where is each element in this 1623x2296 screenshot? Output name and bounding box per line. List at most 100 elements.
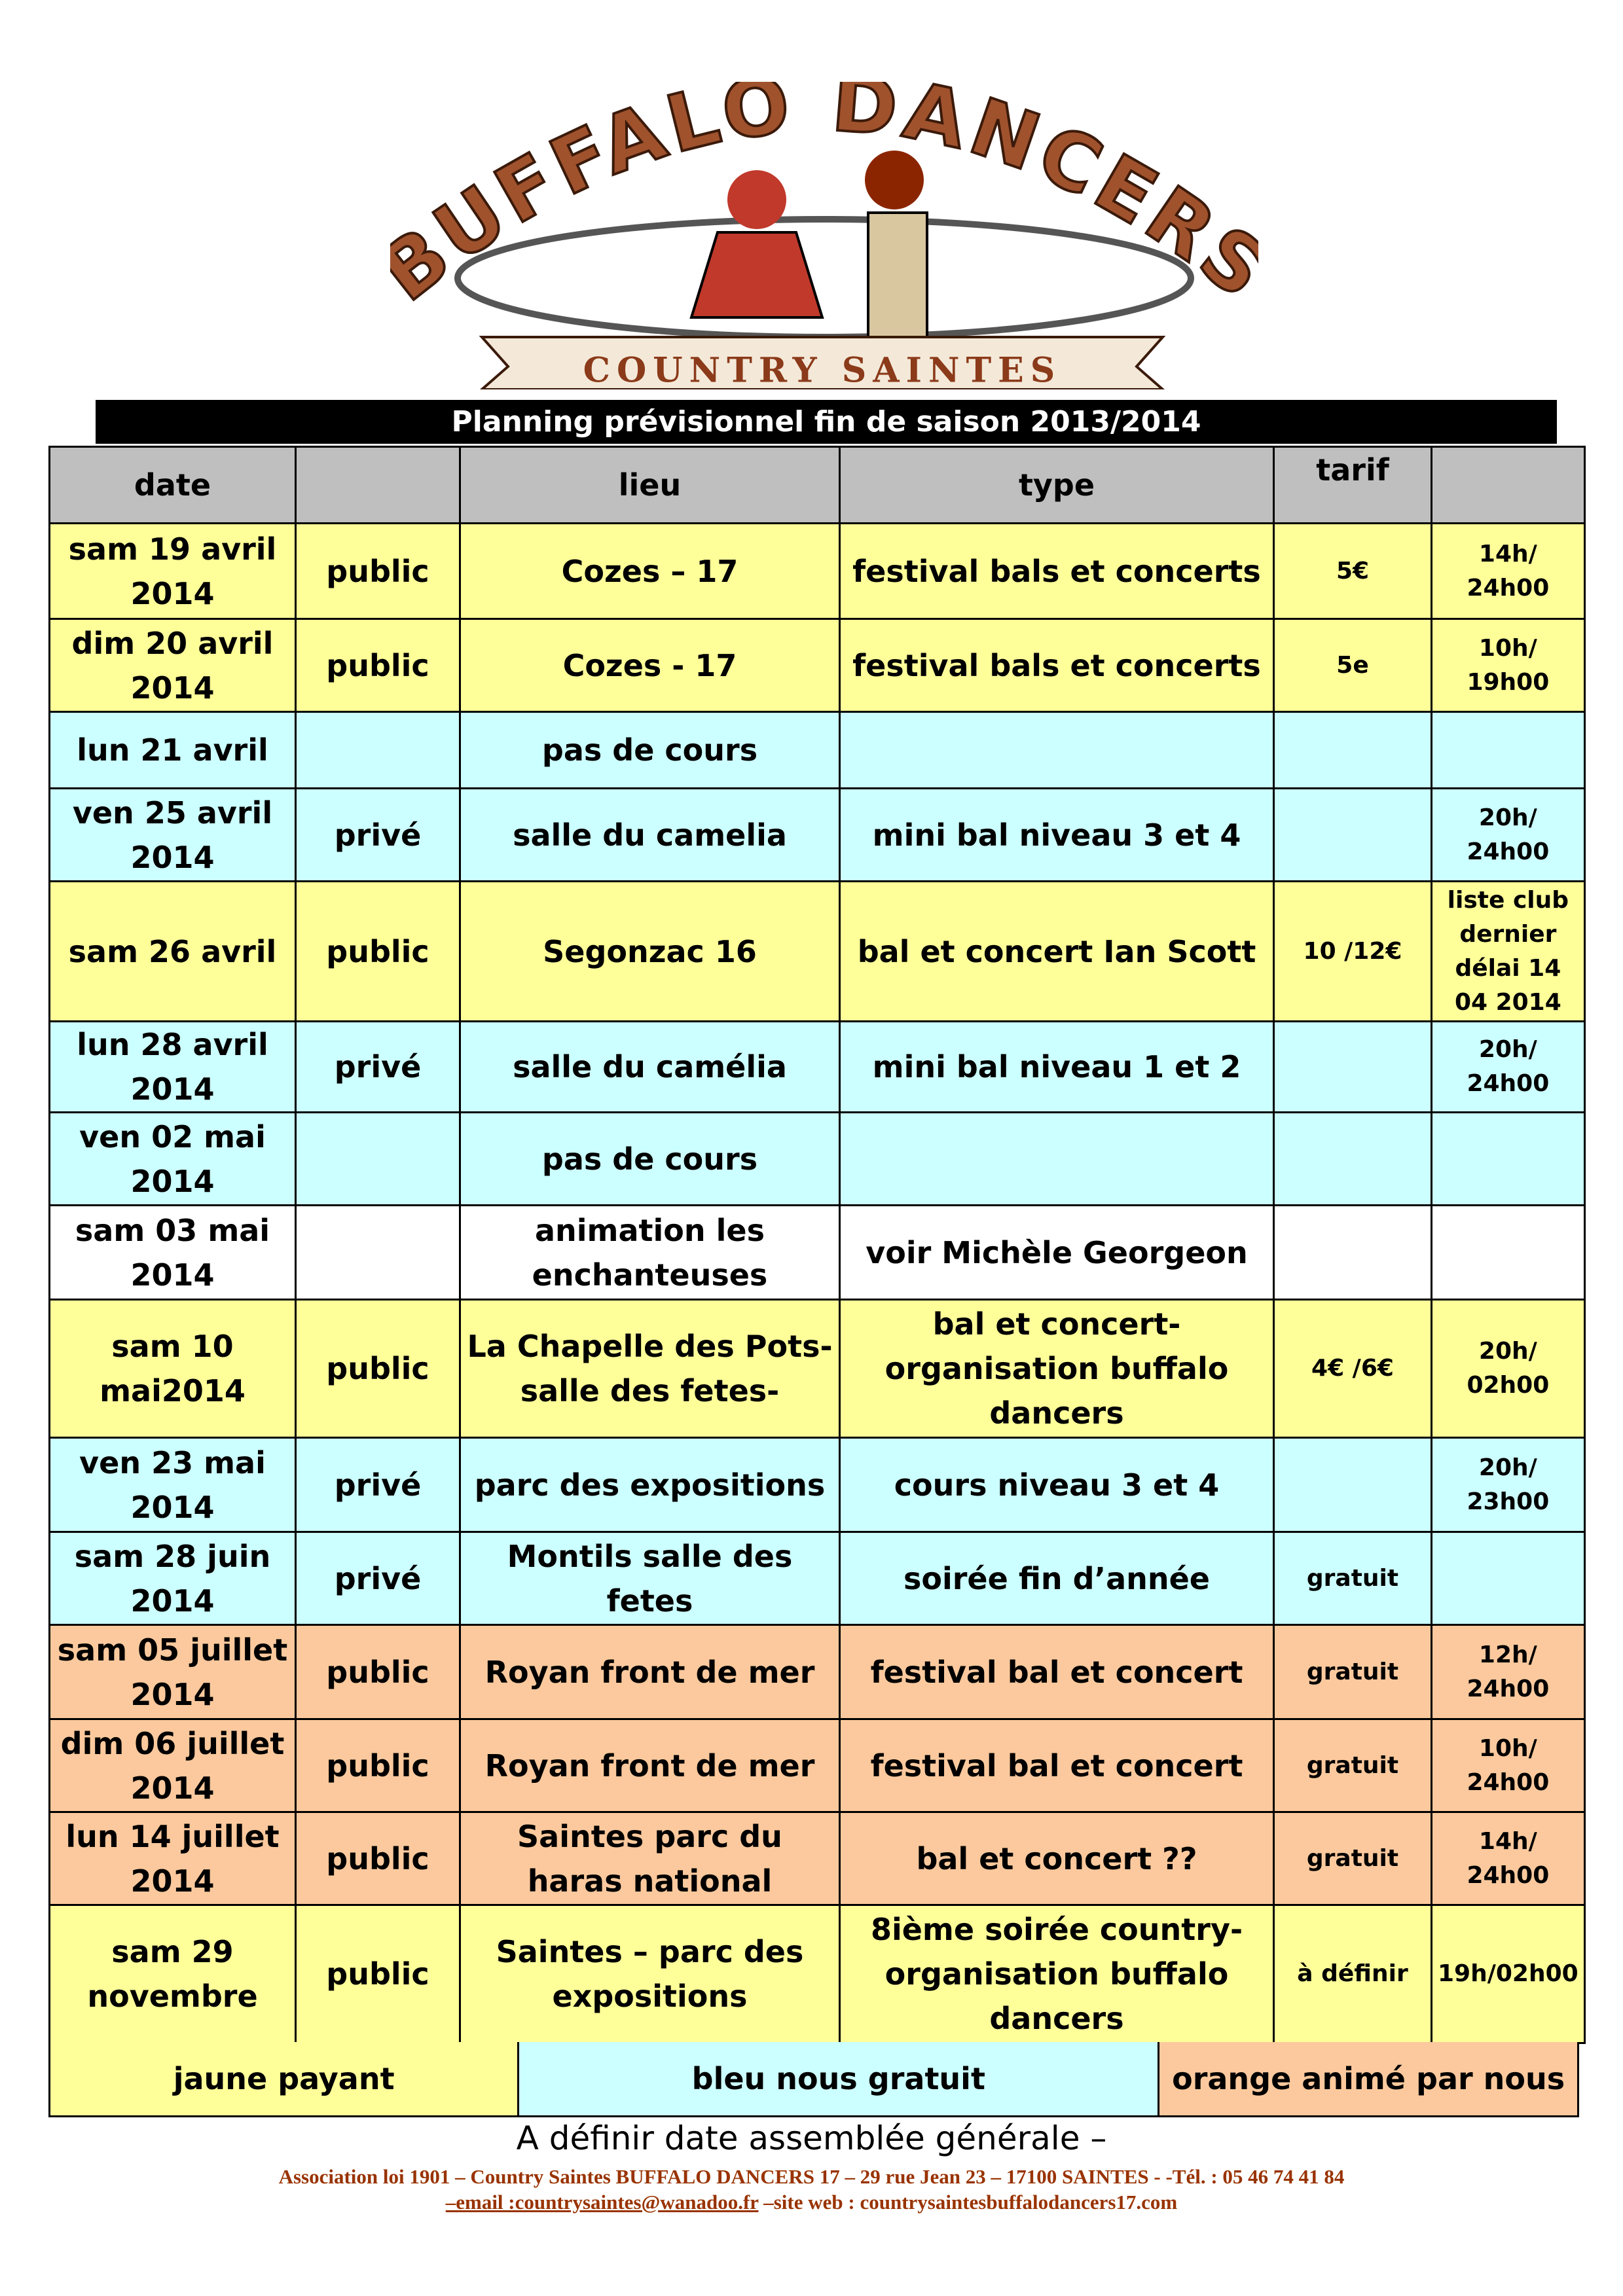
row: ven 25 avril 2014 privé salle du camelia mi…	[48, 787, 1586, 882]
date-cell: lun 28 avril 2014	[48, 1020, 297, 1113]
row: lun 14 juillet 2014 public Saintes parc du…	[48, 1811, 1586, 1906]
logo-title: BUFFALO DANCERS	[390, 82, 1258, 319]
row: sam 26 avril public Segonzac 16 bal et conc…	[48, 880, 1586, 1022]
price-cell	[1273, 1111, 1432, 1206]
header-cell: type	[839, 446, 1275, 524]
logo-dancer-body	[867, 211, 928, 338]
access-cell: privé	[295, 1020, 461, 1113]
access-cell: public	[295, 1904, 461, 2044]
hours-cell: 12h/ 24h00	[1431, 1624, 1586, 1720]
price-cell: gratuit	[1273, 1624, 1432, 1720]
row: lun 21 avril pas de cours	[48, 711, 1586, 789]
hours-cell: 20h/ 23h00	[1431, 1437, 1586, 1533]
logo-subtitle: COUNTRY SAINTES	[583, 351, 1062, 390]
row: sam 05 juillet 2014 public Royan front de …	[48, 1624, 1586, 1720]
hours-cell: 20h/ 02h00	[1431, 1299, 1586, 1439]
logo-dancer	[865, 151, 924, 209]
logo: BUFFALO DANCERS COUNTRY SAINTES	[390, 82, 1258, 389]
logo-title-path: BUFFALO DANCERS	[390, 82, 1258, 321]
event-type-cell: voir Michèle Georgeon	[839, 1204, 1275, 1300]
access-cell: public	[295, 1624, 461, 1720]
event-type-cell: mini bal niveau 3 et 4	[839, 787, 1275, 882]
event-type-cell: 8ième soirée country- organisation buffa…	[839, 1904, 1275, 2044]
event-type-cell	[839, 1111, 1275, 1206]
row: dim 06 juillet 2014 public Royan front de …	[48, 1718, 1586, 1813]
access-cell: privé	[295, 787, 461, 882]
hours-cell: 10h/ 19h00	[1431, 618, 1586, 713]
date-cell: ven 23 mai 2014	[48, 1437, 297, 1533]
access-cell: public	[295, 1299, 461, 1439]
row: lun 28 avril 2014 privé salle du camélia mi…	[48, 1020, 1586, 1113]
event-type-cell: bal et concert Ian Scott	[839, 880, 1275, 1022]
header-cell	[1431, 446, 1586, 524]
row: sam 10 mai2014 public La Chapelle des Pots…	[48, 1299, 1586, 1439]
event-type-cell	[839, 711, 1275, 789]
date-cell: ven 02 mai 2014	[48, 1111, 297, 1206]
legend-item: bleu nous gratuit	[517, 2042, 1158, 2115]
price-cell: à définir	[1273, 1904, 1432, 2044]
place-cell: Cozes - 17	[459, 618, 841, 713]
place-cell: Segonzac 16	[459, 880, 841, 1022]
row: sam 19 avril 2014 public Cozes – 17 festiva…	[48, 522, 1586, 620]
date-cell: sam 26 avril	[48, 880, 297, 1022]
price-cell	[1273, 787, 1432, 882]
access-cell: privé	[295, 1437, 461, 1533]
header-cell: tarif	[1273, 446, 1432, 524]
header-cell: date	[48, 446, 297, 524]
place-cell: Montils salle des fetes	[459, 1531, 841, 1626]
website: –site web : countrysaintesbuffalodancers…	[763, 2191, 1178, 2214]
legend: jaune payant bleu nous gratuit orange anim…	[48, 2042, 1579, 2117]
hours-cell	[1431, 711, 1586, 789]
legend-item: orange animé par nous	[1158, 2042, 1577, 2115]
access-cell: public	[295, 880, 461, 1022]
hours-cell: 14h/ 24h00	[1431, 522, 1586, 620]
row: sam 29 novembre public Saintes – parc des …	[48, 1904, 1586, 2044]
row: ven 23 mai 2014 privé parc des expositions…	[48, 1437, 1586, 1533]
hours-cell: 20h/ 24h00	[1431, 787, 1586, 882]
date-cell: sam 05 juillet 2014	[48, 1624, 297, 1720]
date-cell: sam 03 mai 2014	[48, 1204, 297, 1300]
price-cell: 10 /12€	[1273, 880, 1432, 1022]
hours-cell: 19h/02h00	[1431, 1904, 1586, 2044]
date-cell: dim 20 avril 2014	[48, 618, 297, 713]
date-cell: sam 10 mai2014	[48, 1299, 297, 1439]
event-type-cell: soirée fin d’année	[839, 1531, 1275, 1626]
event-type-cell: festival bals et concerts	[839, 522, 1275, 620]
price-cell: 5e	[1273, 618, 1432, 713]
event-type-cell: festival bal et concert	[839, 1718, 1275, 1813]
date-cell: lun 21 avril	[48, 711, 297, 789]
access-cell	[295, 1204, 461, 1300]
price-cell: gratuit	[1273, 1811, 1432, 1906]
date-cell: lun 14 juillet 2014	[48, 1811, 297, 1906]
date-cell: dim 06 juillet 2014	[48, 1718, 297, 1813]
access-cell	[295, 1111, 461, 1206]
access-cell: public	[295, 1811, 461, 1906]
event-type-cell: bal et concert ??	[839, 1811, 1275, 1906]
event-type-cell: festival bal et concert	[839, 1624, 1275, 1720]
price-cell: 5€	[1273, 522, 1432, 620]
access-cell: public	[295, 522, 461, 620]
hours-cell	[1431, 1204, 1586, 1300]
contact: –email :countrysaintes@wanadoo.fr –site …	[0, 2191, 1623, 2214]
access-cell	[295, 711, 461, 789]
place-cell: Saintes – parc des expositions	[459, 1904, 841, 2044]
date-cell: sam 19 avril 2014	[48, 522, 297, 620]
legend-item: jaune payant	[50, 2042, 518, 2115]
row: dim 20 avril 2014 public Cozes - 17 festiva…	[48, 618, 1586, 713]
place-cell: salle du camélia	[459, 1020, 841, 1113]
header-cell: lieu	[459, 446, 841, 524]
hours-cell: 10h/ 24h00	[1431, 1718, 1586, 1813]
event-type-cell: festival bals et concerts	[839, 618, 1275, 713]
price-cell	[1273, 711, 1432, 789]
place-cell: Cozes – 17	[459, 522, 841, 620]
logo-banner	[479, 336, 1166, 389]
hours-cell: liste club dernier délai 14 04 2014	[1431, 880, 1586, 1022]
email-link[interactable]: –email :countrysaintes@wanadoo.fr	[445, 2191, 759, 2214]
access-cell: public	[295, 1718, 461, 1813]
hours-cell: 20h/ 24h00	[1431, 1020, 1586, 1113]
place-cell: Royan front de mer	[459, 1624, 841, 1720]
logo-swirl	[454, 216, 1194, 340]
row: sam 28 juin 2014 privé Montils salle des f…	[48, 1531, 1586, 1626]
